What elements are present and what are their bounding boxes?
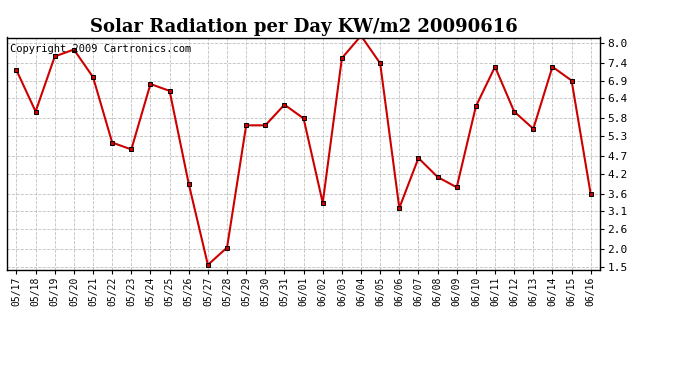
Text: Copyright 2009 Cartronics.com: Copyright 2009 Cartronics.com [10,45,191,54]
Title: Solar Radiation per Day KW/m2 20090616: Solar Radiation per Day KW/m2 20090616 [90,18,518,36]
